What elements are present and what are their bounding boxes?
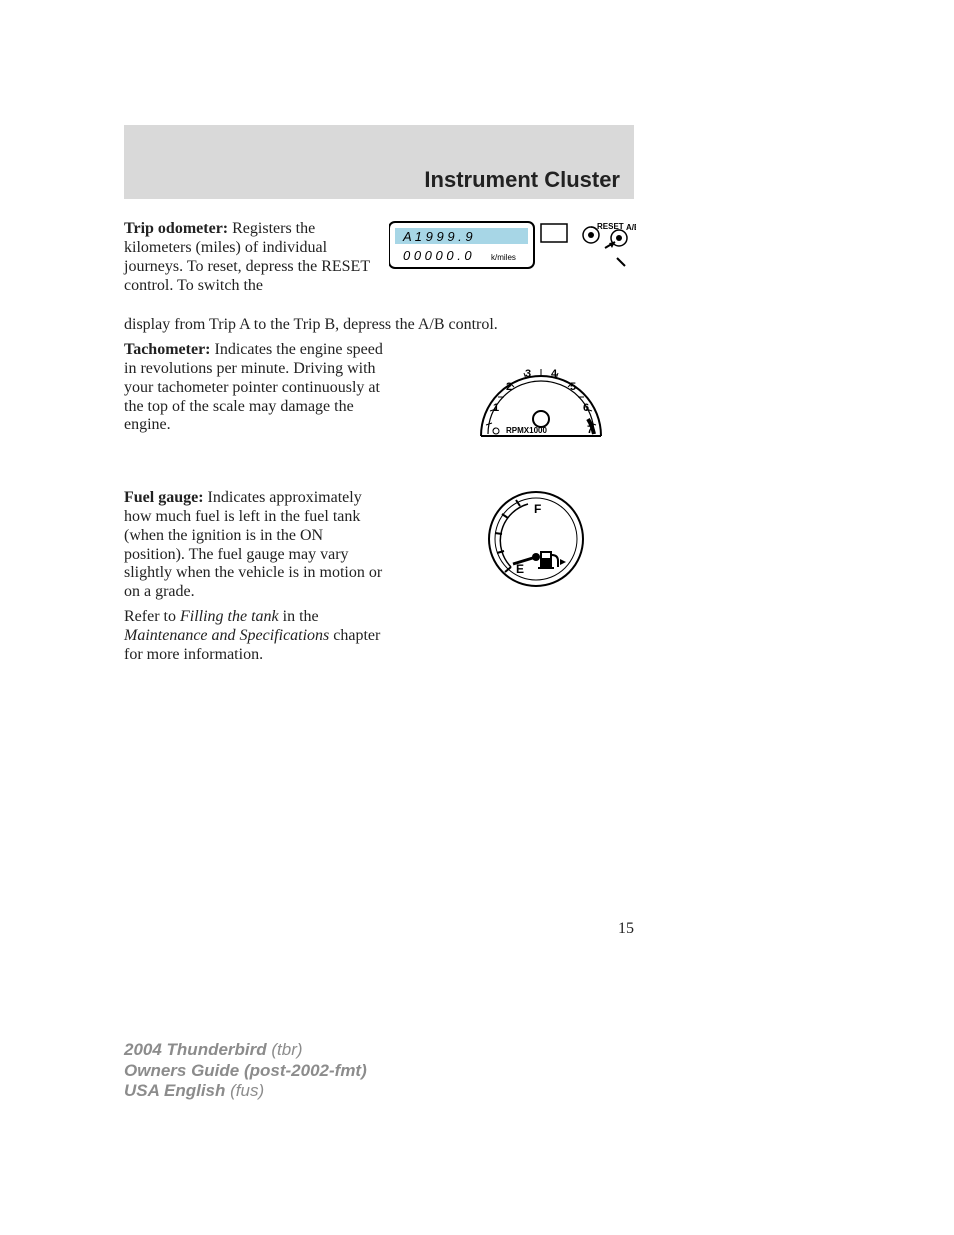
- section-trip: Trip odometer: Registers the kilometers …: [124, 220, 634, 316]
- footer-line-1: 2004 Thunderbird (tbr): [124, 1040, 367, 1061]
- fuel-diagram: F E: [486, 489, 586, 589]
- fuel-f-label: F: [534, 502, 541, 516]
- page-title: Instrument Cluster: [424, 167, 620, 193]
- footer-l1-it: (tbr): [267, 1040, 303, 1059]
- tach-tick-2: 2: [506, 381, 512, 393]
- trip-value-text: A 1 9 9 9 . 9: [402, 229, 473, 244]
- odo-unit-text: k/miles: [491, 253, 516, 262]
- footer-l3-bold: USA English: [124, 1081, 225, 1100]
- footer-l2-bold: Owners Guide (post-2002-fmt): [124, 1061, 367, 1080]
- section-tach: Tachometer: Indicates the engine speed i…: [124, 341, 634, 461]
- ab-label: A/B: [626, 223, 636, 232]
- section-fuel: Fuel gauge: Indicates approximately how …: [124, 489, 634, 665]
- footer-l3-it: (fus): [225, 1081, 264, 1100]
- footer-line-3: USA English (fus): [124, 1081, 367, 1102]
- fuel-heading: Fuel gauge:: [124, 489, 204, 506]
- header-band: Instrument Cluster: [124, 125, 634, 199]
- trip-heading: Trip odometer:: [124, 220, 228, 237]
- trip-para-full: display from Trip A to the Trip B, depre…: [124, 316, 624, 335]
- odo-value-text: 0 0 0 0 0 . 0: [403, 248, 472, 263]
- fuel-pump-icon: [538, 551, 566, 569]
- fuel-ref-mid: in the: [279, 608, 319, 625]
- tach-unit-label: RPMX1000: [506, 426, 547, 435]
- footer: 2004 Thunderbird (tbr) Owners Guide (pos…: [124, 1040, 367, 1102]
- trip-diagram: A 1 9 9 9 . 9 0 0 0 0 0 . 0 k/miles RESE…: [389, 220, 636, 280]
- tach-para: Tachometer: Indicates the engine speed i…: [124, 341, 384, 435]
- page: Instrument Cluster Trip odometer: Regist…: [0, 0, 954, 1235]
- fuel-ref-para: Refer to Filling the tank in the Mainten…: [124, 608, 384, 665]
- tach-heading: Tachometer:: [124, 341, 211, 358]
- fuel-ref-it1: Filling the tank: [180, 608, 279, 625]
- tach-tick-4: 4: [551, 368, 558, 380]
- fuel-ref-pre: Refer to: [124, 608, 180, 625]
- fuel-para: Fuel gauge: Indicates approximately how …: [124, 489, 384, 602]
- page-number: 15: [618, 920, 634, 938]
- body: Trip odometer: Registers the kilometers …: [124, 220, 634, 671]
- tach-tick-5: 5: [570, 381, 576, 393]
- tach-tick-1: 1: [493, 402, 499, 414]
- fuel-ref-it2: Maintenance and Specifications: [124, 627, 329, 644]
- tach-tick-6: 6: [583, 402, 589, 414]
- tach-diagram: 1 2 3 4 5 6 7: [476, 341, 606, 451]
- footer-line-2: Owners Guide (post-2002-fmt): [124, 1061, 367, 1082]
- trip-para-narrow: Trip odometer: Registers the kilometers …: [124, 220, 384, 296]
- footer-l1-bold: 2004 Thunderbird: [124, 1040, 267, 1059]
